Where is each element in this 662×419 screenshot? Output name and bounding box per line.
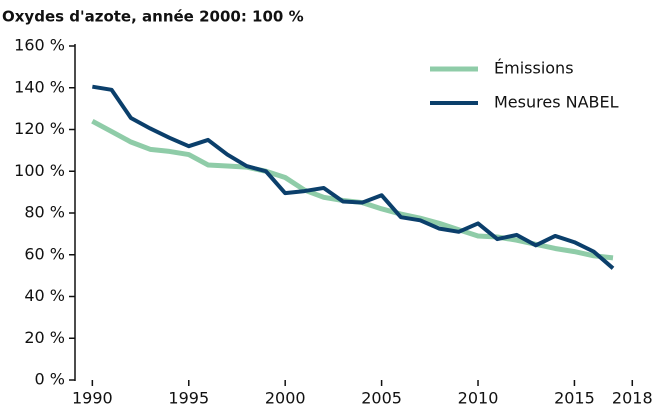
series-line <box>92 84 615 270</box>
legend-label: Mesures NABEL <box>494 93 619 112</box>
x-tick-label: 2005 <box>361 389 402 408</box>
legend-label: Émissions <box>494 59 574 78</box>
x-tick-label: 2018 <box>612 389 653 408</box>
chart-title: Oxydes d'azote, année 2000: 100 % <box>2 8 304 26</box>
y-tick-label: 0 % <box>35 370 65 389</box>
y-tick-label: 100 % <box>14 161 65 180</box>
y-tick-label: 120 % <box>14 119 65 138</box>
x-tick-label: 1995 <box>168 389 209 408</box>
y-tick-label: 40 % <box>24 286 65 305</box>
y-tick-label: 60 % <box>24 244 65 263</box>
y-tick-label: 140 % <box>14 77 65 96</box>
y-tick-label: 80 % <box>24 203 65 222</box>
x-tick-label: 1990 <box>72 389 113 408</box>
y-tick-label: 20 % <box>24 328 65 347</box>
x-tick-label: 2010 <box>458 389 499 408</box>
x-tick-label: 2015 <box>554 389 595 408</box>
x-tick-label: 2000 <box>265 389 306 408</box>
series-line <box>91 118 614 261</box>
y-tick-label: 160 % <box>14 36 65 55</box>
